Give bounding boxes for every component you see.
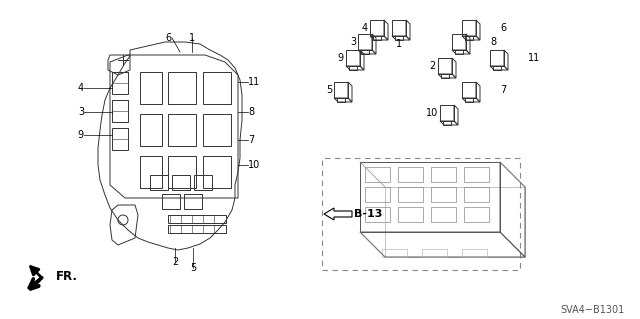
Bar [464, 207, 489, 222]
Bar [168, 156, 196, 188]
Bar [112, 128, 128, 150]
Text: 10: 10 [426, 108, 438, 118]
Bar [112, 72, 128, 94]
Text: 4: 4 [362, 23, 368, 33]
Bar [168, 72, 196, 104]
Text: 10: 10 [248, 160, 260, 170]
Text: 8: 8 [490, 37, 496, 47]
Bar [162, 194, 180, 209]
Text: 9: 9 [78, 130, 84, 140]
Text: 5: 5 [326, 85, 332, 95]
Text: 6: 6 [500, 23, 506, 33]
Text: 1: 1 [189, 33, 195, 43]
Bar [431, 187, 456, 202]
Text: 3: 3 [350, 37, 356, 47]
Text: 2: 2 [429, 61, 436, 71]
Bar [462, 249, 487, 257]
Text: SVA4−B1301: SVA4−B1301 [561, 305, 625, 315]
Text: FR.: FR. [56, 270, 78, 283]
Bar [431, 167, 456, 182]
Bar [203, 72, 231, 104]
Bar [398, 187, 423, 202]
Bar [168, 114, 196, 146]
Bar [464, 187, 489, 202]
Bar [150, 175, 168, 190]
Text: 9: 9 [338, 53, 344, 63]
Bar [140, 114, 162, 146]
Bar [172, 175, 190, 190]
Bar [365, 167, 390, 182]
Bar [382, 249, 407, 257]
Bar [168, 225, 226, 233]
Text: 6: 6 [166, 33, 172, 43]
Bar [203, 114, 231, 146]
Bar [203, 156, 231, 188]
Bar [140, 156, 162, 188]
Bar [184, 194, 202, 209]
Text: 1: 1 [396, 39, 402, 49]
Text: B-13: B-13 [354, 209, 382, 219]
Text: 7: 7 [500, 85, 506, 95]
Bar [398, 207, 423, 222]
Bar [365, 187, 390, 202]
Bar [112, 100, 128, 122]
Text: 3: 3 [78, 107, 84, 117]
Bar [464, 167, 489, 182]
Bar [140, 72, 162, 104]
Text: 11: 11 [248, 77, 260, 87]
Bar [168, 215, 226, 223]
Text: 2: 2 [172, 257, 178, 267]
Bar [431, 207, 456, 222]
Bar [422, 249, 447, 257]
Text: 4: 4 [78, 83, 84, 93]
Bar [194, 175, 212, 190]
Text: 11: 11 [528, 53, 540, 63]
Bar [322, 158, 520, 270]
Bar [398, 167, 423, 182]
Text: 7: 7 [248, 135, 254, 145]
Text: 5: 5 [190, 263, 196, 273]
Text: 8: 8 [248, 107, 254, 117]
Bar [365, 207, 390, 222]
